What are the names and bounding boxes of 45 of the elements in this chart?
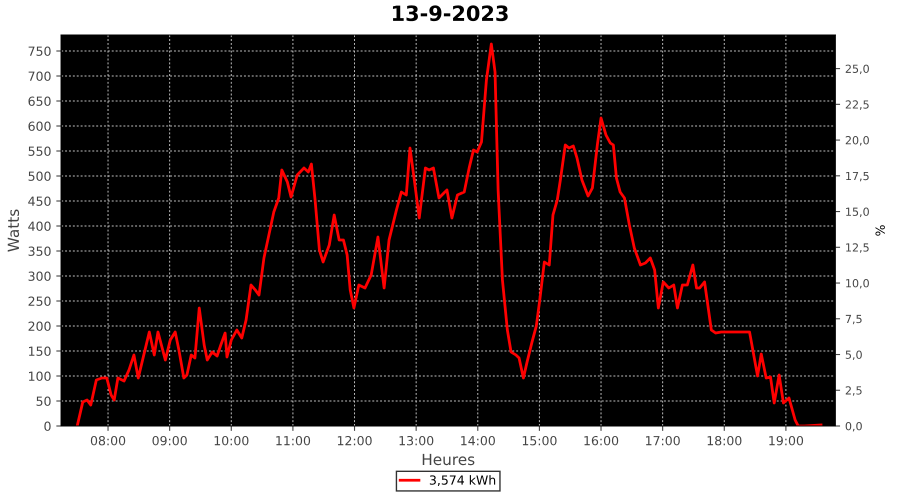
y2-tick-label: 10,0: [846, 279, 869, 289]
y-tick-label: 200: [28, 321, 51, 331]
y2-tick-label: 7,5: [846, 314, 862, 324]
line-series: [76, 42, 822, 426]
y2-tick-label: 2,5: [846, 386, 862, 396]
x-tick-label: 17:00: [646, 436, 680, 446]
x-tick-label: 08:00: [90, 436, 126, 446]
y-tick-label: 0: [44, 421, 51, 431]
legend-label: 3,574 kWh: [430, 475, 496, 486]
y-tick-label: 700: [28, 71, 51, 81]
y2-tick-label: 20,0: [846, 136, 869, 146]
y-tick-label: 450: [28, 196, 51, 206]
y-tick-label: 350: [28, 246, 51, 256]
x-tick-label: 10:00: [214, 436, 248, 446]
y2-axis-title: %: [875, 225, 885, 236]
y-tick-label: 750: [28, 46, 51, 56]
x-tick-label: 18:00: [708, 436, 742, 446]
y-tick-label: 600: [28, 121, 51, 131]
chart-title: 13-9-2023: [392, 5, 508, 22]
y-tick-label: 500: [28, 171, 51, 181]
x-tick-label: 16:00: [584, 436, 618, 446]
x-axis-title: Heures: [422, 454, 474, 466]
y2-tick-label: 15,0: [846, 208, 869, 218]
y2-tick-label: 0,0: [846, 422, 862, 432]
y-tick-label: 100: [28, 371, 51, 381]
y-axis-title: Watts: [8, 210, 20, 252]
y-tick-label: 550: [28, 146, 51, 156]
x-tick-label: 13:00: [400, 436, 434, 446]
y2-tick-label: 5,0: [846, 350, 862, 360]
x-tick-label: 12:00: [338, 436, 372, 446]
y2-tick-label: 12,5: [846, 243, 869, 253]
y-tick-label: 400: [28, 221, 51, 231]
y2-tick-label: 17,5: [846, 172, 869, 182]
x-tick-label: 15:00: [522, 436, 557, 446]
x-tick-label: 11:00: [276, 436, 310, 446]
y-tick-label: 300: [28, 271, 51, 281]
y-tick-label: 250: [28, 296, 51, 306]
y-tick-label: 50: [36, 396, 51, 406]
x-tick-label: 09:00: [152, 436, 187, 446]
x-tick-label: 14:00: [461, 436, 495, 446]
y2-tick-label: 25,0: [846, 64, 869, 74]
y2-tick-label: 22,5: [846, 100, 869, 110]
y-tick-label: 150: [28, 346, 51, 356]
x-tick-label: 19:00: [769, 436, 804, 446]
y-tick-label: 650: [28, 96, 51, 106]
